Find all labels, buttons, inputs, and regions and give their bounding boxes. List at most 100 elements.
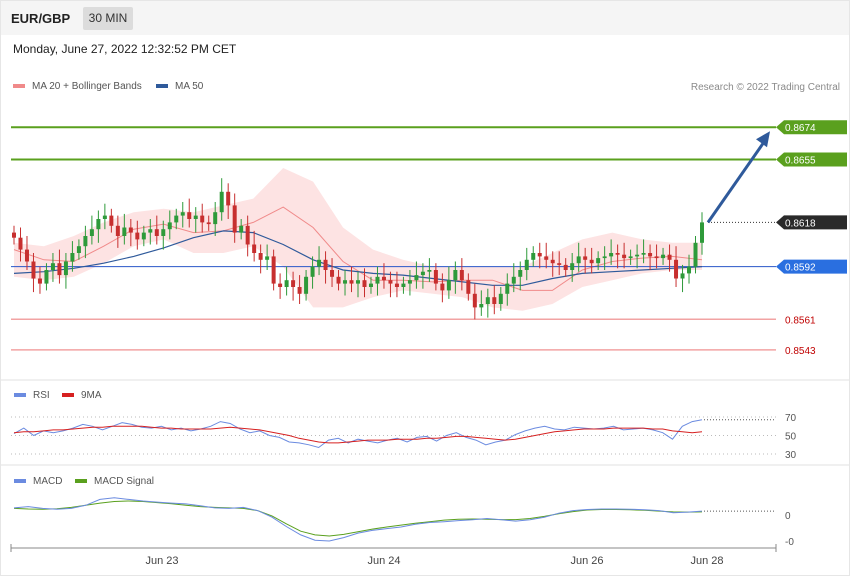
forecast-arrow-shaft: [706, 138, 768, 224]
candle-body: [661, 254, 666, 259]
candle-body: [420, 271, 425, 276]
timeframe-badge[interactable]: 30 MIN: [83, 7, 133, 30]
legend-label: MACD Signal: [94, 476, 154, 487]
legend-swatch: [14, 393, 26, 397]
price-levels: [11, 126, 776, 351]
candle-body: [407, 280, 412, 284]
candle-body: [102, 215, 107, 219]
candle-body: [446, 280, 451, 291]
candle-body: [297, 287, 302, 294]
candle-body: [362, 280, 367, 287]
candle-body: [635, 254, 640, 257]
macd-signal-line: [13, 500, 703, 537]
legend-swatch: [156, 84, 168, 88]
candle-body: [453, 270, 458, 281]
candle-body: [115, 225, 120, 236]
rsi-ma-line: [13, 425, 703, 444]
candle-body: [161, 229, 166, 236]
candle-body: [375, 276, 380, 284]
timestamp: Monday, June 27, 2022 12:32:52 PM CET: [13, 42, 237, 56]
candle-body: [628, 256, 633, 259]
legend-swatch: [14, 479, 26, 483]
candle-body: [674, 259, 679, 279]
rsi-panel: 70 50 30: [11, 413, 797, 461]
candle-body: [596, 258, 601, 264]
candle-body: [388, 280, 393, 284]
candle-body: [278, 283, 283, 287]
candle-body: [187, 212, 192, 219]
candle-body: [206, 222, 211, 225]
candle-body: [368, 283, 373, 287]
candle-body: [96, 219, 101, 230]
candle-body: [148, 229, 153, 233]
target-level-label: 0.8674: [785, 123, 816, 134]
legend-label: 9MA: [81, 390, 102, 401]
candle-body: [576, 256, 581, 264]
candle-body: [167, 222, 172, 230]
ma20-line: [13, 206, 703, 291]
candle-body: [57, 263, 62, 276]
candle-body: [200, 215, 205, 223]
candle-body: [336, 276, 341, 284]
candle-body: [135, 232, 140, 240]
candle-body: [583, 256, 588, 260]
candle-body: [76, 246, 81, 253]
candle-body: [537, 253, 542, 257]
candle-body: [700, 222, 704, 243]
candle-body: [128, 227, 133, 233]
candle-body: [83, 236, 88, 247]
candle-body: [693, 242, 698, 267]
target-level-tag: [776, 120, 847, 135]
legend-label: MA 20 + Bollinger Bands: [32, 81, 142, 92]
macd-panel: 0 -0: [13, 497, 794, 548]
level-tags: 0.8674 0.8655 0.8618 0.8592 0.8561 0.8543: [776, 120, 847, 357]
candle-body: [667, 254, 672, 260]
pivot-level-tag: [776, 259, 847, 274]
candle-body: [310, 266, 315, 277]
candle-body: [570, 263, 575, 270]
forecast-arrow: [706, 131, 770, 224]
candle-body: [343, 280, 348, 284]
candle-body: [44, 270, 49, 284]
candle-body: [687, 266, 692, 274]
candle-body: [109, 215, 114, 226]
candle-body: [213, 212, 218, 225]
candlesticks: [12, 178, 704, 320]
candle-body: [511, 276, 516, 284]
rsi-line: [13, 419, 703, 449]
candle-body: [271, 256, 276, 284]
rsi-tick-label: 30: [785, 450, 797, 461]
candle-body: [141, 232, 146, 240]
candle-body: [414, 275, 419, 281]
time-tick-label: Jun 28: [690, 555, 723, 567]
candle-body: [245, 225, 250, 245]
candle-body: [89, 229, 94, 236]
candle-body: [63, 261, 68, 276]
current-price-tag: [776, 215, 847, 230]
candle-body: [252, 244, 257, 253]
candle-body: [291, 280, 296, 287]
candle-body: [284, 280, 289, 287]
candle-body: [498, 293, 503, 304]
candle-body: [563, 264, 568, 270]
candle-body: [589, 259, 594, 264]
rsi-tick-label: 70: [785, 413, 797, 424]
bollinger-bands: [13, 168, 703, 311]
legend-label: MA 50: [175, 81, 204, 92]
candle-body: [219, 191, 224, 213]
support-level-label: 0.8561: [785, 315, 816, 326]
time-tick-label: Jun 23: [145, 555, 178, 567]
candle-body: [18, 237, 23, 250]
candle-body: [544, 256, 549, 260]
candle-body: [12, 232, 16, 238]
candle-body: [24, 249, 29, 262]
candle-body: [31, 261, 36, 279]
candle-body: [492, 297, 497, 304]
candle-body: [50, 263, 55, 270]
candle-body: [680, 273, 685, 279]
time-axis: Jun 23 Jun 24 Jun 26 Jun 28: [10, 544, 777, 567]
legend-swatch: [13, 84, 25, 88]
macd-line: [13, 497, 703, 542]
target-level-label: 0.8655: [785, 156, 816, 167]
